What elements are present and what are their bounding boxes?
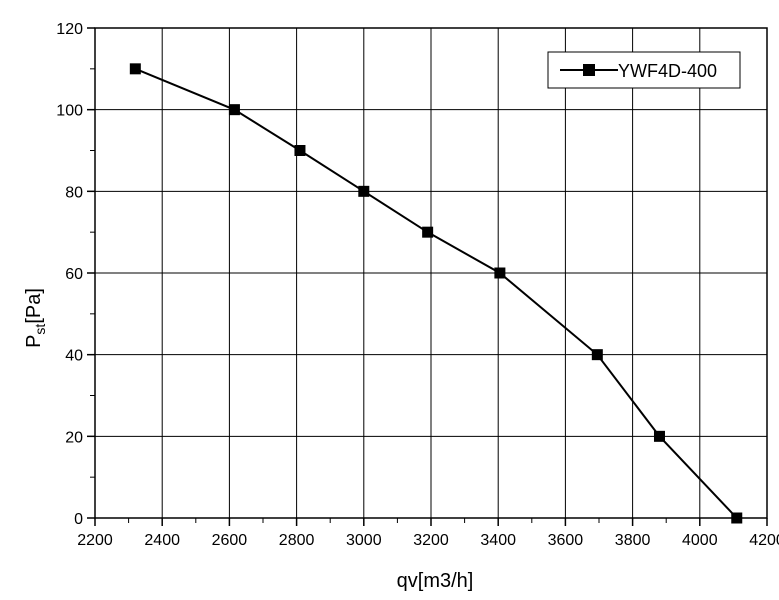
y-tick-labels: 0 20 40 60 80 100 120 — [56, 21, 83, 528]
data-point — [591, 349, 603, 361]
y-tick-label: 60 — [65, 266, 83, 283]
x-tick-label: 3000 — [346, 532, 382, 549]
y-tick-label: 40 — [65, 348, 83, 365]
x-tick-label: 2800 — [279, 532, 315, 549]
y-tick-label: 80 — [65, 184, 83, 201]
y-tick-label: 0 — [74, 511, 83, 528]
x-tick-label: 2600 — [212, 532, 248, 549]
x-tick-label: 3800 — [615, 532, 651, 549]
data-point — [294, 145, 306, 156]
series-0 — [129, 63, 743, 524]
x-tick-label: 3600 — [548, 532, 584, 549]
x-tick-label: 3400 — [480, 532, 516, 549]
x-tick-label: 4000 — [682, 532, 718, 549]
data-point — [494, 267, 506, 279]
data-point — [228, 104, 240, 116]
y-tick-label: 100 — [56, 103, 83, 120]
legend-label: YWF4D-400 — [618, 61, 717, 81]
data-point — [129, 63, 141, 75]
series-layer — [129, 63, 743, 524]
y-axis-title: Pst[Pa] — [23, 288, 48, 348]
series-line — [134, 67, 738, 519]
legend-marker-sample — [583, 64, 595, 76]
x-tick-label: 2200 — [77, 532, 113, 549]
x-tick-label: 3200 — [413, 532, 449, 549]
x-tick-label: 2400 — [144, 532, 180, 549]
data-point — [358, 185, 370, 197]
data-point — [422, 226, 434, 238]
y-axis-title-rest: [Pa] — [23, 288, 45, 324]
data-point — [653, 430, 665, 442]
y-axis-title-main: P — [23, 335, 45, 348]
data-point — [731, 512, 743, 524]
y-axis-title-sub: st — [32, 324, 48, 335]
axis-ticks — [87, 27, 768, 526]
y-tick-label: 120 — [56, 21, 83, 38]
y-tick-label: 20 — [65, 429, 83, 446]
legend: YWF4D-400 — [547, 51, 741, 89]
x-tick-labels: 2200 2400 2600 2800 3000 3200 3400 3600 3800 4000… — [77, 532, 779, 549]
x-axis-title: qv[m3/h] — [397, 570, 474, 592]
